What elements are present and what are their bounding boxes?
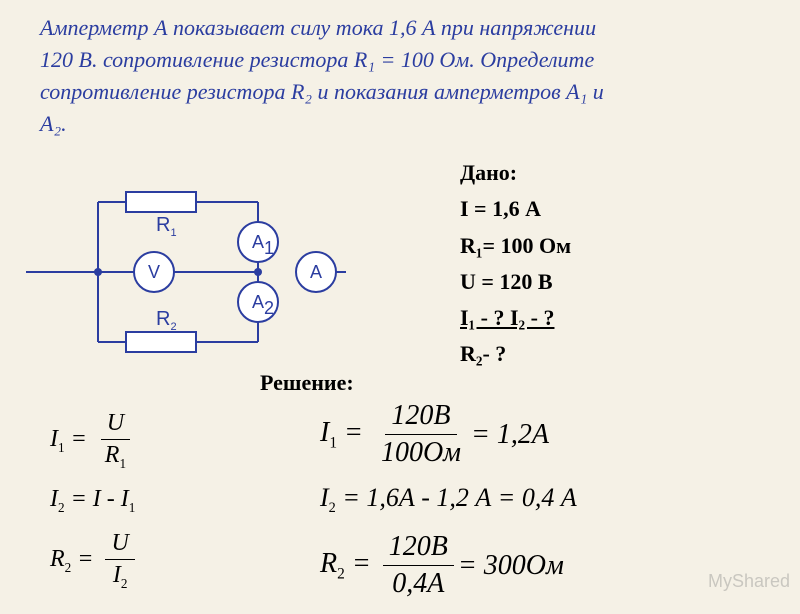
svg-text:A: A	[252, 232, 264, 252]
den: 100Ом	[375, 435, 467, 469]
svg-text:V: V	[148, 262, 160, 282]
given-title: Дано:	[460, 155, 571, 191]
numeric-block: I1 = 120В 100Ом = 1,2А I2 = 1,6А - 1,2 А…	[320, 400, 577, 614]
svg-text:A: A	[310, 262, 322, 282]
label-r2: R2	[156, 308, 177, 333]
problem-line: Амперметр А показывает силу тока 1,6 А п…	[40, 12, 760, 44]
formula-block: I1 = UR1 I2 = I - I1 R2 = UI2	[50, 410, 139, 605]
svg-text:2: 2	[264, 298, 274, 318]
problem-line: 120 В. сопротивление резистора R₁ = 100 …	[40, 44, 760, 76]
numeric-i1: I1 = 120В 100Ом = 1,2А	[320, 400, 577, 469]
formula-i1: I1 = UR1	[50, 410, 139, 472]
given-line: I = 1,6 А	[460, 191, 571, 227]
numeric-r2: R2 = 120В 0,4А = 300Ом	[320, 531, 577, 600]
given-line: I₁ - ? I₂ - ?	[460, 300, 571, 336]
svg-text:A: A	[252, 292, 264, 312]
result: = 300Ом	[458, 550, 564, 582]
given-block: Дано: I = 1,6 А R₁= 100 Ом U = 120 В I₁ …	[460, 155, 571, 373]
formula-i2: I2 = I - I1	[50, 486, 139, 516]
given-line: R₂- ?	[460, 336, 571, 372]
result: = 1,2А	[471, 419, 549, 451]
problem-line: А₂.	[40, 108, 760, 140]
problem-line: сопротивление резистора R₂ и показания а…	[40, 76, 760, 108]
numeric-i2: I2 = 1,6А - 1,2 А = 0,4 А	[320, 483, 577, 517]
formula-r2: R2 = UI2	[50, 530, 139, 592]
given-line: U = 120 В	[460, 264, 571, 300]
circuit-svg: A 1 A 2 V A	[26, 172, 346, 372]
solution-label: Решение:	[260, 370, 354, 396]
den: 0,4А	[386, 566, 450, 600]
circuit-diagram: A 1 A 2 V A R1 R2	[26, 172, 346, 372]
svg-text:1: 1	[264, 238, 274, 258]
given-line: R₁= 100 Ом	[460, 228, 571, 264]
watermark: MyShared	[708, 571, 790, 592]
problem-statement: Амперметр А показывает силу тока 1,6 А п…	[40, 12, 760, 140]
num: 120В	[383, 531, 454, 566]
num: 120В	[385, 400, 456, 435]
label-r1: R1	[156, 214, 177, 239]
